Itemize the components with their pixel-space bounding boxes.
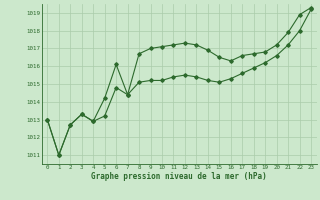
X-axis label: Graphe pression niveau de la mer (hPa): Graphe pression niveau de la mer (hPa) [91,172,267,181]
